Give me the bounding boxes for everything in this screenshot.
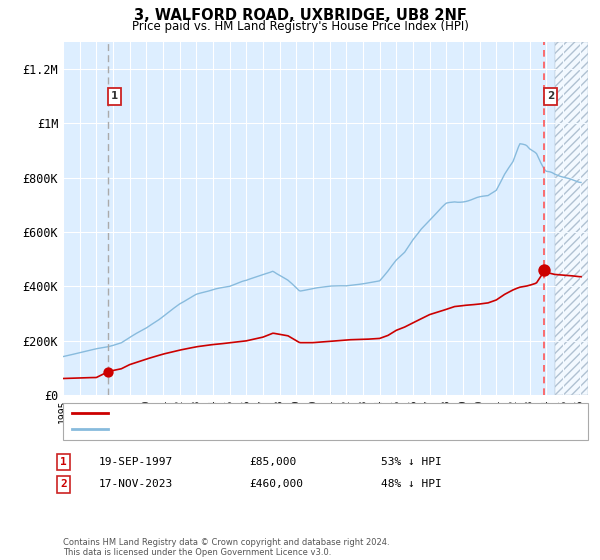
Text: 19-SEP-1997: 19-SEP-1997 [99,457,173,467]
Text: 2: 2 [547,91,554,101]
Text: 3, WALFORD ROAD, UXBRIDGE, UB8 2NF: 3, WALFORD ROAD, UXBRIDGE, UB8 2NF [134,8,466,24]
Text: £460,000: £460,000 [249,479,303,489]
Text: 1: 1 [60,457,67,467]
Text: 17-NOV-2023: 17-NOV-2023 [99,479,173,489]
Text: Contains HM Land Registry data © Crown copyright and database right 2024.
This d: Contains HM Land Registry data © Crown c… [63,538,389,557]
Text: 53% ↓ HPI: 53% ↓ HPI [381,457,442,467]
Text: Price paid vs. HM Land Registry's House Price Index (HPI): Price paid vs. HM Land Registry's House … [131,20,469,32]
Text: 2: 2 [60,479,67,489]
Bar [554,42,588,395]
Text: £85,000: £85,000 [249,457,296,467]
Text: HPI: Average price, detached house, Hillingdon: HPI: Average price, detached house, Hill… [111,424,398,435]
Text: 3, WALFORD ROAD, UXBRIDGE, UB8 2NF (detached house): 3, WALFORD ROAD, UXBRIDGE, UB8 2NF (deta… [111,408,430,418]
Text: 1: 1 [111,91,118,101]
Bar [554,42,588,395]
Text: 48% ↓ HPI: 48% ↓ HPI [381,479,442,489]
Point [104,367,113,376]
Bar [554,42,588,395]
Point [539,265,549,274]
